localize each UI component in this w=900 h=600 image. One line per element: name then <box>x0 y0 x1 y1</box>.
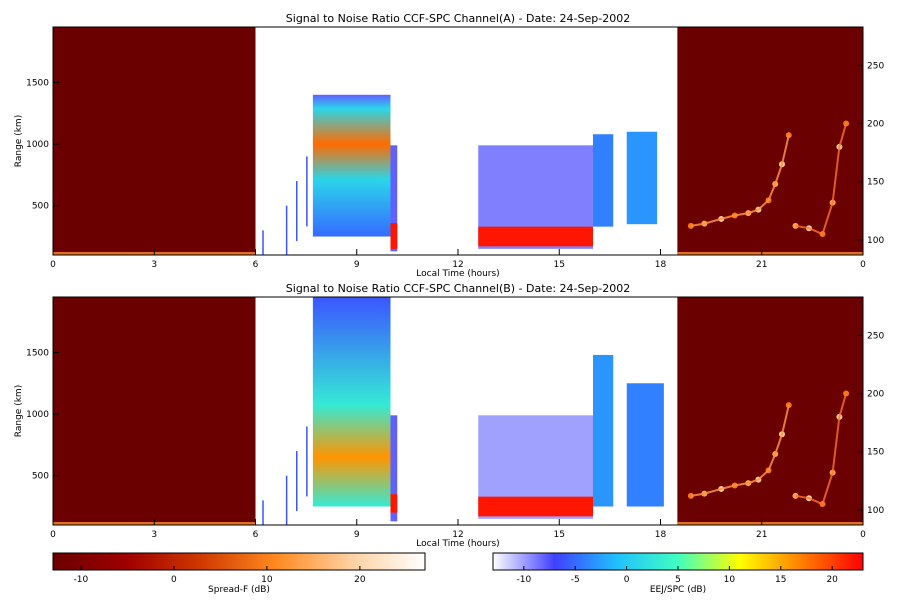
colorbar-tick-label: -10 <box>74 575 89 585</box>
snr-block <box>312 297 391 507</box>
y-tick-label: 1500 <box>26 348 49 358</box>
y-tick-label: 1000 <box>26 140 49 150</box>
x-axis-label: Local Time (hours) <box>416 539 499 549</box>
y2-tick-label: 100 <box>867 506 884 516</box>
colorbar-tick-label: -5 <box>571 575 580 585</box>
y2-tick-label: 150 <box>867 178 884 188</box>
spreadF-colorbar: -10 0 10 20 Spread-F (dB) <box>52 552 426 595</box>
x-tick-label: 21 <box>756 260 767 270</box>
y2-tick-label: 150 <box>867 448 884 458</box>
y2-tick-label: 200 <box>867 120 884 130</box>
spreadF-echo <box>687 222 694 229</box>
sparse-echo <box>262 500 264 525</box>
spreadF-echo <box>785 132 792 139</box>
colorbar-tick-label: 15 <box>775 575 786 585</box>
snr-band <box>478 226 593 247</box>
chart-title: Signal to Noise Ratio CCF-SPC Channel(B)… <box>286 282 630 295</box>
spreadF-trace <box>690 404 790 497</box>
snr-block <box>390 415 398 522</box>
eej-spc-colorbar: -10 -5 0 5 10 15 20 EEJ/SPC (dB) <box>492 552 864 595</box>
spreadF-window <box>677 297 863 525</box>
spreadF-window <box>53 297 256 525</box>
y2-tick-label: 200 <box>867 390 884 400</box>
x-tick-label: 6 <box>253 260 259 270</box>
x-tick-label: 0 <box>50 260 56 270</box>
x-tick-label: 3 <box>151 260 157 270</box>
y-axis-label: Range (km) <box>14 385 24 437</box>
sparse-echo <box>285 475 288 525</box>
x-tick-label: 6 <box>253 530 259 540</box>
sparse-echo <box>285 205 288 255</box>
y-axis-label: Range (km) <box>14 115 24 167</box>
y2-tick-label: 250 <box>867 331 884 341</box>
snr-band <box>390 494 398 513</box>
ground-clutter-strip <box>677 252 863 255</box>
x-tick-label: 21 <box>756 530 767 540</box>
snr-band <box>390 222 398 249</box>
x-tick-label: 0 <box>860 530 866 540</box>
y-tick-label: 1000 <box>26 410 49 420</box>
snr-block <box>626 131 658 225</box>
x-tick-label: 15 <box>554 260 565 270</box>
colorbar-tick-label: 10 <box>724 575 736 585</box>
x-tick-label: 18 <box>655 530 667 540</box>
x-tick-label: 0 <box>50 530 56 540</box>
spreadF-window <box>53 27 256 255</box>
y2-tick-label: 250 <box>867 61 884 71</box>
y-tick-label: 1500 <box>26 78 49 88</box>
colorbar-label: EEJ/SPC (dB) <box>650 585 706 595</box>
sparse-echo <box>296 451 298 512</box>
x-tick-label: 0 <box>860 260 866 270</box>
colorbar-tick-label: 0 <box>624 575 630 585</box>
panel-a: Signal to Noise Ratio CCF-SPC Channel(A)… <box>14 12 884 279</box>
y2-tick-label: 100 <box>867 236 884 246</box>
chart-title: Signal to Noise Ratio CCF-SPC Channel(A)… <box>286 12 630 25</box>
x-tick-label: 9 <box>354 260 360 270</box>
plot-area <box>53 297 863 525</box>
snr-block <box>312 94 391 237</box>
sparse-echo <box>262 230 264 255</box>
y-tick-label: 500 <box>32 472 49 482</box>
panel-b: Signal to Noise Ratio CCF-SPC Channel(B)… <box>14 282 884 549</box>
spreadF-window <box>677 27 863 255</box>
x-tick-label: 3 <box>151 530 157 540</box>
snr-band <box>478 496 593 517</box>
sparse-echo <box>306 426 308 497</box>
spreadF-trace <box>795 123 848 236</box>
x-tick-label: 12 <box>452 260 463 270</box>
ground-clutter-strip <box>677 522 863 525</box>
spreadF-echo <box>687 492 694 499</box>
snr-block <box>390 145 398 252</box>
spreadF-echo <box>785 402 792 409</box>
x-tick-label: 15 <box>554 530 565 540</box>
spreadF-trace <box>795 393 848 506</box>
x-tick-label: 18 <box>655 260 667 270</box>
colorbar-tick-label: 10 <box>261 575 273 585</box>
colorbar-ramp <box>52 552 426 571</box>
colorbar-tick-label: -10 <box>516 575 531 585</box>
colorbar-tick-label: 0 <box>171 575 177 585</box>
snr-block <box>626 383 664 507</box>
plot-area <box>53 27 863 255</box>
colorbar-tick-label: 20 <box>826 575 838 585</box>
spreadF-echo <box>843 120 850 127</box>
snr-block <box>593 354 614 507</box>
spreadF-trace <box>690 134 790 227</box>
sparse-echo <box>296 181 298 242</box>
colorbar-tick-label: 20 <box>354 575 366 585</box>
snr-block <box>593 134 614 227</box>
spreadF-echo <box>843 390 850 397</box>
x-axis-label: Local Time (hours) <box>416 269 499 279</box>
colorbar-label: Spread-F (dB) <box>208 585 270 595</box>
y-tick-label: 500 <box>32 202 49 212</box>
colorbar-tick-label: 5 <box>675 575 681 585</box>
x-tick-label: 9 <box>354 530 360 540</box>
sparse-echo <box>306 156 308 227</box>
x-tick-label: 12 <box>452 530 463 540</box>
